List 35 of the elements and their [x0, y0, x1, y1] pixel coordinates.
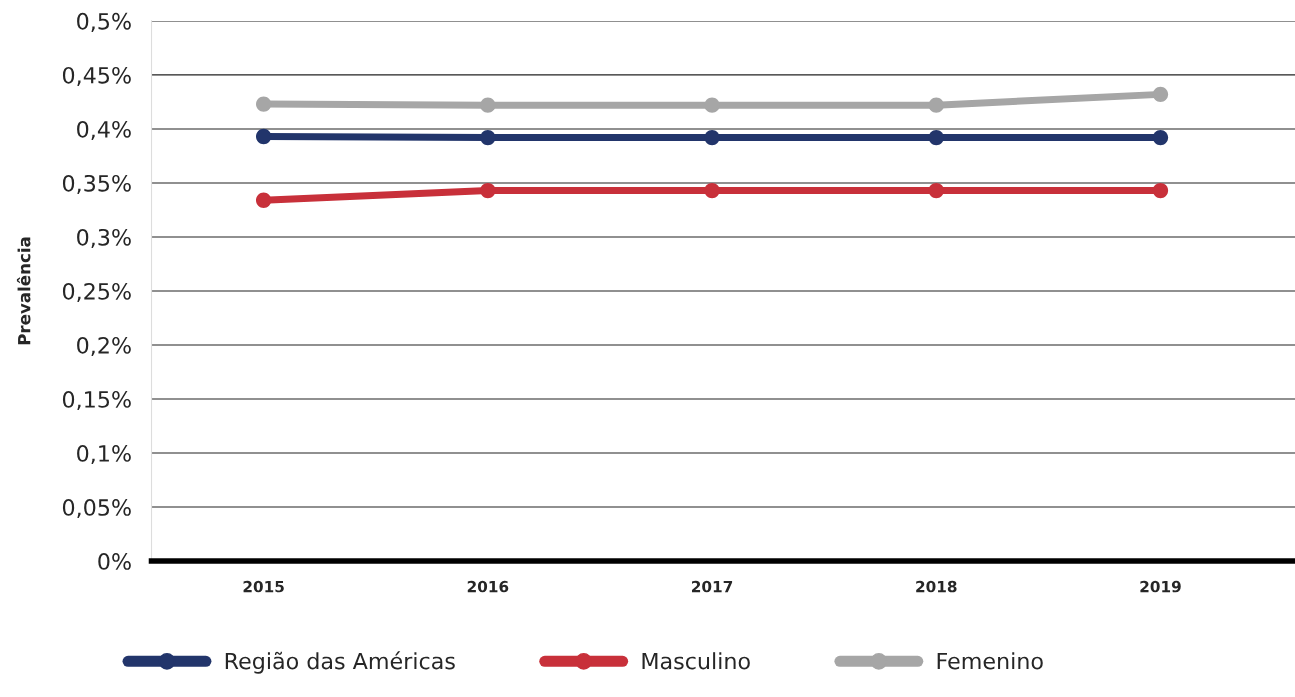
point — [1152, 86, 1169, 103]
point — [704, 129, 720, 146]
y-tick-label: 0,25% — [62, 282, 131, 303]
legend-label: Região das Américas — [225, 651, 455, 674]
point — [255, 96, 272, 112]
y-tick-label: 0,4% — [77, 120, 131, 140]
point — [1152, 129, 1169, 146]
point — [480, 182, 496, 199]
y-tick-label: 0% — [98, 553, 131, 570]
y-tick-label: 0,45% — [62, 66, 131, 86]
point — [928, 129, 944, 146]
y-tick-label: 0,1% — [77, 445, 131, 465]
legend-label: Femenino — [937, 652, 1043, 670]
point — [480, 97, 496, 113]
y-tick-label: 0,35% — [62, 174, 131, 194]
point — [255, 128, 272, 145]
point — [704, 182, 720, 199]
x-tick-label: 2016 — [467, 580, 509, 593]
point — [480, 129, 496, 146]
y-tick-label: 0,3% — [77, 228, 131, 249]
x-tick-label: 2017 — [691, 580, 733, 593]
point — [928, 182, 944, 199]
x-tick-label: 2019 — [1140, 580, 1181, 593]
y-tick-label: 0,05% — [62, 499, 131, 519]
point — [928, 97, 944, 113]
y-tick-label: 0,5% — [77, 12, 131, 32]
y-tick-label: 0,2% — [77, 336, 131, 357]
legend-label: Masculino — [642, 652, 750, 670]
y-axis-title: Prevalência — [16, 237, 31, 345]
x-tick-label: 2015 — [243, 580, 284, 593]
y-tick-label: 0,15% — [62, 390, 131, 411]
x-tick-label: 2018 — [916, 580, 957, 593]
point — [704, 97, 720, 113]
point — [1152, 182, 1169, 199]
point — [255, 192, 272, 208]
